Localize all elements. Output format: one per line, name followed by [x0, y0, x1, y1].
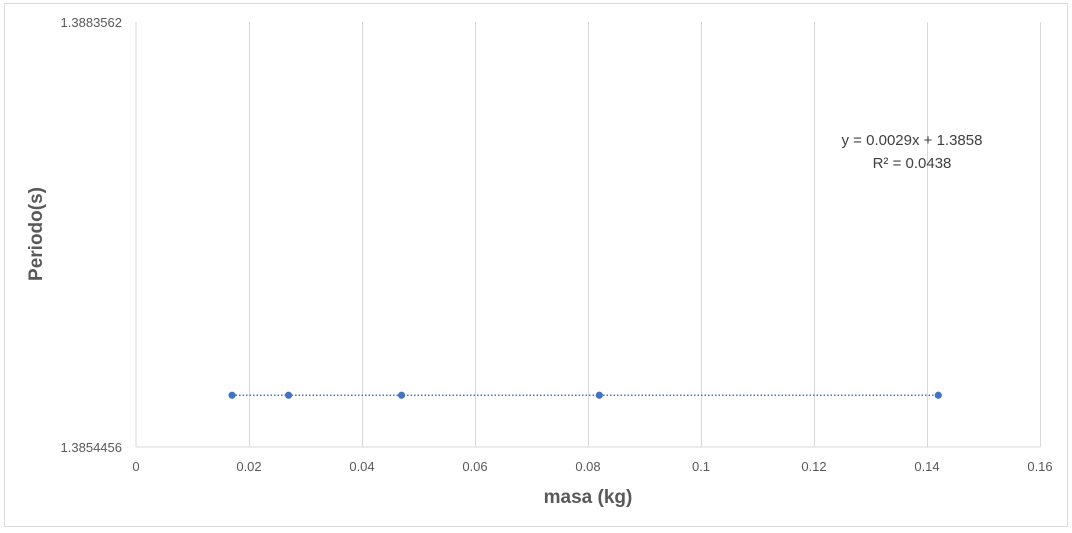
y-axis-title: Periodo(s)	[26, 187, 47, 281]
x-axis-title: masa (kg)	[544, 487, 633, 508]
gridlines	[249, 22, 1041, 447]
x-tick-label: 0.06	[462, 459, 487, 474]
trendline-r-squared: R² = 0.0438	[873, 155, 952, 172]
chart-area	[4, 3, 1068, 527]
data-points	[228, 391, 942, 399]
y-tick-label-min: 1.3854456	[61, 440, 122, 455]
data-point	[397, 391, 406, 399]
x-tick-label: 0.12	[801, 459, 826, 474]
data-point	[595, 391, 603, 399]
x-tick-label: 0.08	[575, 459, 600, 474]
x-tick-label: 0	[132, 459, 139, 474]
data-point	[934, 391, 942, 399]
x-axis-ticks: 0 0.02 0.04 0.06 0.08 0.1 0.12 0.14 0.16	[132, 459, 1052, 474]
x-tick-label: 0.04	[349, 459, 374, 474]
y-tick-label-max: 1.3883562	[61, 15, 122, 30]
x-tick-label: 0.1	[692, 459, 710, 474]
trendline-equation: y = 0.0029x + 1.3858	[842, 132, 983, 149]
x-tick-label: 0.16	[1027, 459, 1052, 474]
data-point	[284, 391, 293, 399]
y-axis-ticks: 1.3883562 1.3854456	[61, 15, 122, 455]
data-point	[228, 391, 236, 399]
x-tick-label: 0.02	[236, 459, 261, 474]
x-tick-label: 0.14	[914, 459, 939, 474]
